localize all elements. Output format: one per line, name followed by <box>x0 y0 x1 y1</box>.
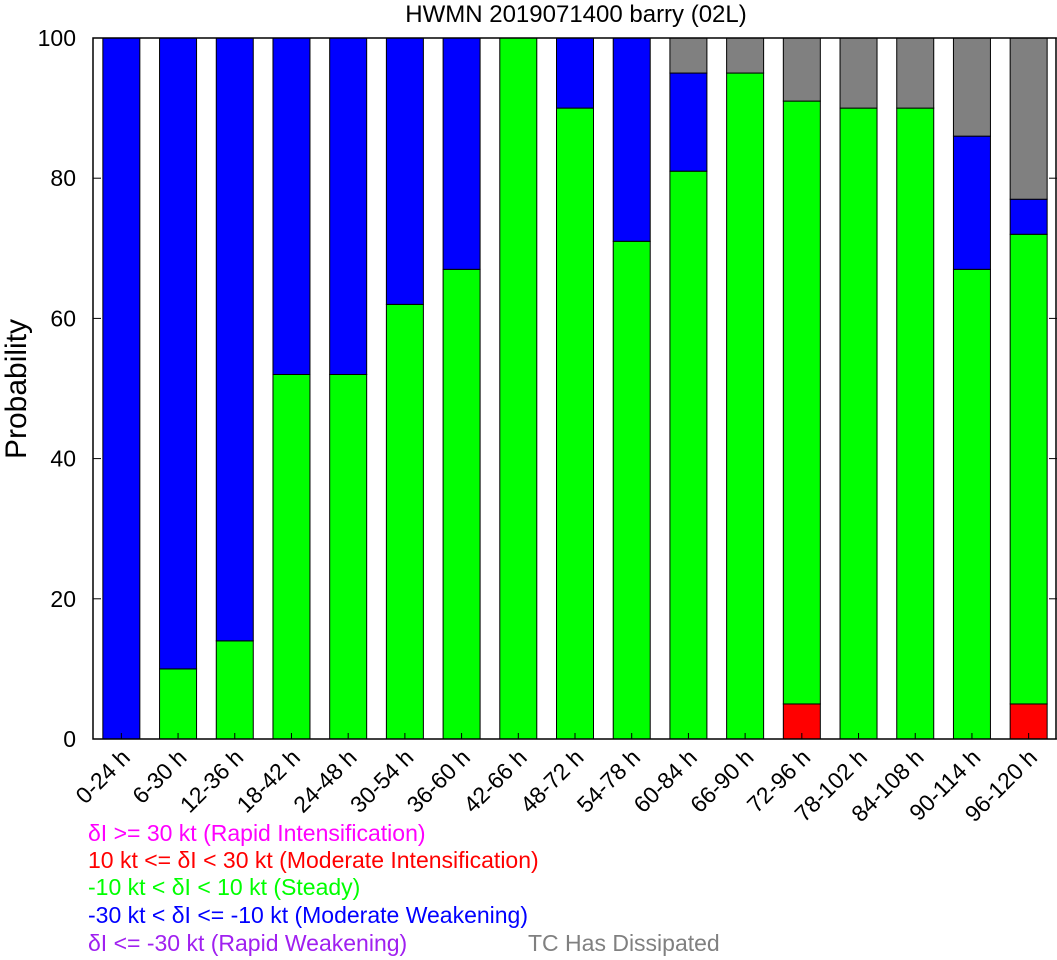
legend-moderate-weakening: -30 kt < δI <= -10 kt (Moderate Weakenin… <box>88 902 529 928</box>
bar-steady-3 <box>272 373 311 740</box>
bars-layer <box>102 37 1048 740</box>
y-tick-label: 0 <box>63 726 76 752</box>
bar-steady-8 <box>556 107 594 740</box>
bar-steady-13 <box>839 107 878 740</box>
bar-tc-has-dissipated-16 <box>1009 37 1048 200</box>
x-tick-label: 0-24 h <box>70 744 135 809</box>
bar-tc-has-dissipated-15 <box>952 37 991 137</box>
bar-moderate-weakening-2 <box>215 37 254 642</box>
y-axis-label: Probability <box>0 319 33 459</box>
x-tick-label: 60-84 h <box>628 744 702 818</box>
bar-steady-16 <box>1009 233 1048 705</box>
bar-steady-2 <box>215 640 254 740</box>
legend-rapid-intensification: δI >= 30 kt (Rapid Intensification) <box>88 820 426 846</box>
x-tick-label: 18-42 h <box>231 744 305 818</box>
bar-moderate-weakening-6 <box>442 37 481 270</box>
x-tick-label: 12-36 h <box>175 744 249 818</box>
x-tick-label: 66-90 h <box>685 744 759 818</box>
bar-steady-12 <box>782 100 821 705</box>
bar-steady-7 <box>499 37 538 740</box>
legend-dissipated: TC Has Dissipated <box>528 930 720 956</box>
bar-tc-has-dissipated-11 <box>726 37 765 74</box>
x-tick-label: 24-48 h <box>288 744 362 818</box>
bar-moderate-weakening-5 <box>385 37 424 305</box>
x-tick-label: 48-72 h <box>515 744 589 818</box>
bar-moderate-weakening-10 <box>669 72 708 172</box>
bar-tc-has-dissipated-10 <box>669 37 708 74</box>
bar-moderate-weakening-8 <box>556 37 594 109</box>
bar-steady-14 <box>896 107 935 740</box>
bar-moderate-weakening-0 <box>102 37 141 740</box>
x-tick-label: 54-78 h <box>572 744 646 818</box>
bar-steady-9 <box>612 240 651 740</box>
bar-steady-1 <box>159 668 198 740</box>
bar-moderate-weakening-3 <box>272 37 311 375</box>
x-tick-label: 36-60 h <box>402 744 476 818</box>
bar-moderate-weakening-16 <box>1009 198 1048 235</box>
x-tick-label: 42-66 h <box>458 744 532 818</box>
bar-tc-has-dissipated-14 <box>896 37 935 109</box>
bar-moderate-weakening-4 <box>329 37 368 375</box>
y-tick-label: 80 <box>50 165 76 191</box>
bar-tc-has-dissipated-13 <box>839 37 878 109</box>
y-tick-label: 40 <box>50 446 76 472</box>
bar-moderate-weakening-9 <box>612 37 651 242</box>
legend-steady: -10 kt < δI < 10 kt (Steady) <box>88 874 361 900</box>
y-tick-label: 60 <box>50 305 76 331</box>
bar-moderate-weakening-15 <box>952 135 991 270</box>
x-tick-label: 30-54 h <box>345 744 419 818</box>
bar-steady-11 <box>726 72 765 740</box>
chart-title: HWMN 2019071400 barry (02L) <box>405 1 747 28</box>
legend-moderate-intensification: 10 kt <= δI < 30 kt (Moderate Intensific… <box>88 847 539 873</box>
y-tick-label: 20 <box>50 586 76 612</box>
bar-steady-10 <box>669 170 708 740</box>
bar-steady-6 <box>442 268 481 740</box>
bar-steady-4 <box>329 373 368 740</box>
y-tick-label: 100 <box>38 25 76 51</box>
bar-steady-5 <box>385 303 424 740</box>
bar-tc-has-dissipated-12 <box>782 37 821 102</box>
bar-moderate-weakening-1 <box>159 37 198 670</box>
bar-steady-15 <box>952 268 991 740</box>
legend-rapid-weakening: δI <= -30 kt (Rapid Weakening) <box>88 930 408 956</box>
